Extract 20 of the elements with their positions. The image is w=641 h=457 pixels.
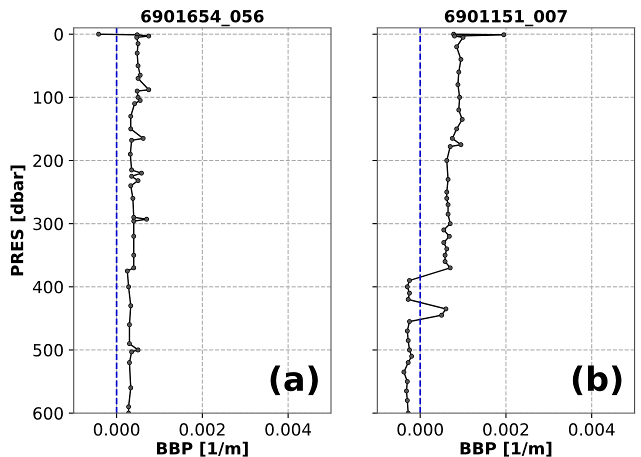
x-tick-label: 0.004: [265, 423, 312, 436]
x-tick-label: 0.002: [180, 423, 225, 436]
y-tick-label: 300: [33, 218, 63, 230]
y-tick-label: 500: [33, 344, 63, 357]
annotation: (b): [572, 365, 622, 396]
y-tick-label: 100: [34, 91, 63, 104]
chart-title: 6901151_007: [444, 10, 567, 26]
y-tick-label: 200: [33, 154, 63, 168]
y-axis-title: PRES [dbar]: [10, 166, 26, 276]
y-tick-label: 400: [32, 280, 63, 294]
x-tick-label: 0.000: [94, 423, 140, 436]
x-axis-title: BBP [1/m]: [460, 442, 552, 457]
x-tick-label: 0.004: [568, 423, 615, 436]
x-axis-title: BBP [1/m]: [157, 442, 248, 457]
chart-title: 6901654_056: [141, 10, 264, 26]
y-tick-label: 600: [33, 407, 63, 420]
x-tick-label: 0.000: [397, 423, 443, 436]
annotation: (a): [270, 365, 318, 396]
x-tick-label: 0.002: [483, 423, 528, 436]
y-tick-label: 0: [54, 28, 63, 41]
